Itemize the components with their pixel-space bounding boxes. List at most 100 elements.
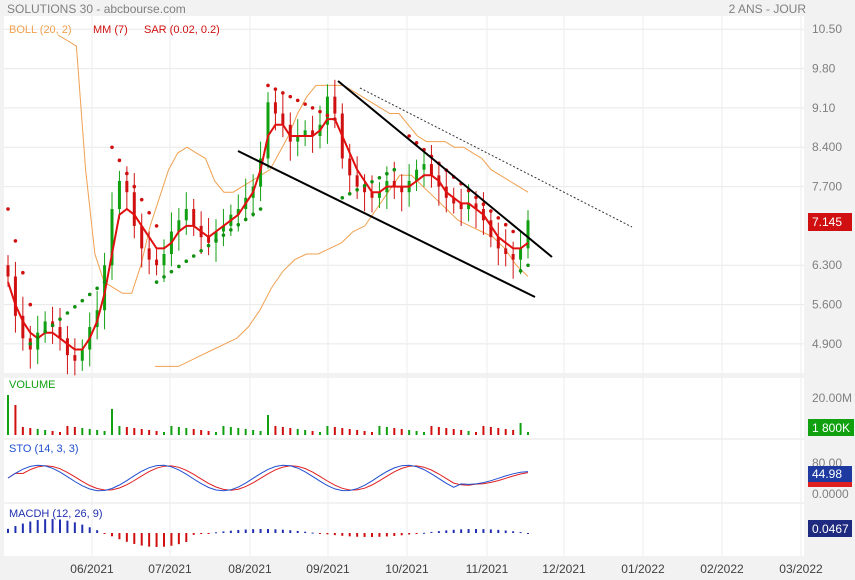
sar-dot <box>132 184 137 189</box>
sar-dot <box>340 196 345 200</box>
price-panel <box>4 16 804 373</box>
price-tick-label: 10.50 <box>812 22 842 36</box>
volume-bar <box>259 431 262 435</box>
candle-body <box>6 265 10 277</box>
macd-histogram-bar <box>7 528 9 533</box>
candle-body <box>43 321 47 333</box>
macd-histogram-bar <box>512 531 515 533</box>
candle-body <box>288 124 292 142</box>
candle-body <box>36 332 40 350</box>
candle-body <box>65 338 69 356</box>
sar-dot <box>184 259 189 264</box>
sar-dot <box>154 224 159 228</box>
macd-panel <box>4 504 804 556</box>
volume-bar <box>14 405 17 435</box>
volume-bar <box>73 427 76 435</box>
macd-histogram-bar <box>111 533 113 537</box>
sar-dot <box>162 275 166 279</box>
candle-body <box>266 102 270 159</box>
candle-body <box>21 315 25 339</box>
sar-dot <box>266 83 270 88</box>
sar-dot <box>117 158 122 163</box>
volume-bar <box>155 431 158 435</box>
macd-histogram-bar <box>504 530 507 533</box>
sar-dot <box>147 210 151 215</box>
volume-bar <box>185 428 188 435</box>
x-tick-label: 03/2022 <box>779 562 823 576</box>
macd-histogram-bar <box>482 529 485 533</box>
macd-histogram-bar <box>252 529 255 533</box>
macd-histogram-bar <box>103 533 106 534</box>
volume-bar <box>430 426 433 435</box>
volume-bar <box>497 428 500 435</box>
channel-lower-line <box>237 150 536 298</box>
x-tick-label: 07/2021 <box>148 562 192 576</box>
macd-histogram-bar <box>519 532 522 534</box>
volume-bar <box>207 431 210 435</box>
macd-histogram-bar <box>527 532 529 534</box>
macd-histogram-bar <box>408 533 411 535</box>
sar-dot <box>110 145 114 150</box>
sar-dot <box>43 329 47 334</box>
sar-dot <box>303 102 307 106</box>
volume-bar <box>475 432 477 435</box>
macd-histogram-bar <box>400 533 403 536</box>
volume-panel <box>4 378 804 438</box>
candle-body <box>415 169 419 181</box>
sar-dot <box>125 171 129 176</box>
sar-dot <box>221 233 226 237</box>
candle-body <box>103 265 107 311</box>
macd-badge <box>808 520 852 537</box>
volume-bar <box>7 395 9 435</box>
volume-bar <box>103 431 106 435</box>
volume-bar <box>326 426 329 435</box>
candle-body <box>422 164 426 170</box>
candle-body <box>429 164 433 176</box>
candle-body <box>496 237 500 249</box>
sar-dot <box>392 167 397 172</box>
candle-body <box>377 192 381 198</box>
candle-body <box>392 180 396 187</box>
candle-body <box>504 248 508 254</box>
sar-dot <box>87 292 92 297</box>
volume-last-value: 1 800K <box>812 421 850 435</box>
volume-bar <box>385 427 388 435</box>
sar-dot <box>385 171 389 176</box>
candle-body <box>311 130 315 136</box>
bollinger-upper-line <box>57 34 529 294</box>
sar-dot <box>229 228 233 232</box>
macd-histogram-bar <box>333 533 336 536</box>
macd-histogram-bar <box>319 533 321 534</box>
macd-histogram-bar <box>244 529 247 533</box>
volume-bar <box>319 432 321 435</box>
volume-bar <box>415 431 418 435</box>
volume-bar <box>371 432 373 435</box>
volume-bar <box>215 432 217 435</box>
macd-histogram-bar <box>148 533 151 547</box>
candle-body <box>80 349 84 361</box>
candle-body <box>325 96 329 125</box>
price-tick-label: 8.400 <box>812 140 842 154</box>
candle-body <box>348 158 352 176</box>
macd-label: MACDH (12, 26, 9) <box>9 508 103 520</box>
macd-histogram-bar <box>96 530 99 533</box>
candle-body <box>214 231 218 243</box>
volume-bar <box>512 430 515 435</box>
volume-bar <box>66 426 69 435</box>
macd-histogram-bar <box>229 530 232 533</box>
macd-histogram-bar <box>59 519 61 533</box>
volume-bar <box>467 431 470 435</box>
sar-dot <box>102 280 107 284</box>
volume-bar <box>445 428 448 435</box>
volume-bar <box>140 429 143 435</box>
sto-d-line <box>7 465 529 491</box>
sar-dot <box>177 264 181 269</box>
macd-histogram-bar <box>200 533 203 535</box>
candle-body <box>140 225 144 249</box>
candle-body <box>281 113 285 125</box>
volume-tick: 20.00M <box>812 391 852 405</box>
macd-histogram-bar <box>29 521 32 533</box>
candle-body <box>467 203 471 210</box>
sar-dot <box>377 175 382 180</box>
volume-bar <box>378 426 381 435</box>
